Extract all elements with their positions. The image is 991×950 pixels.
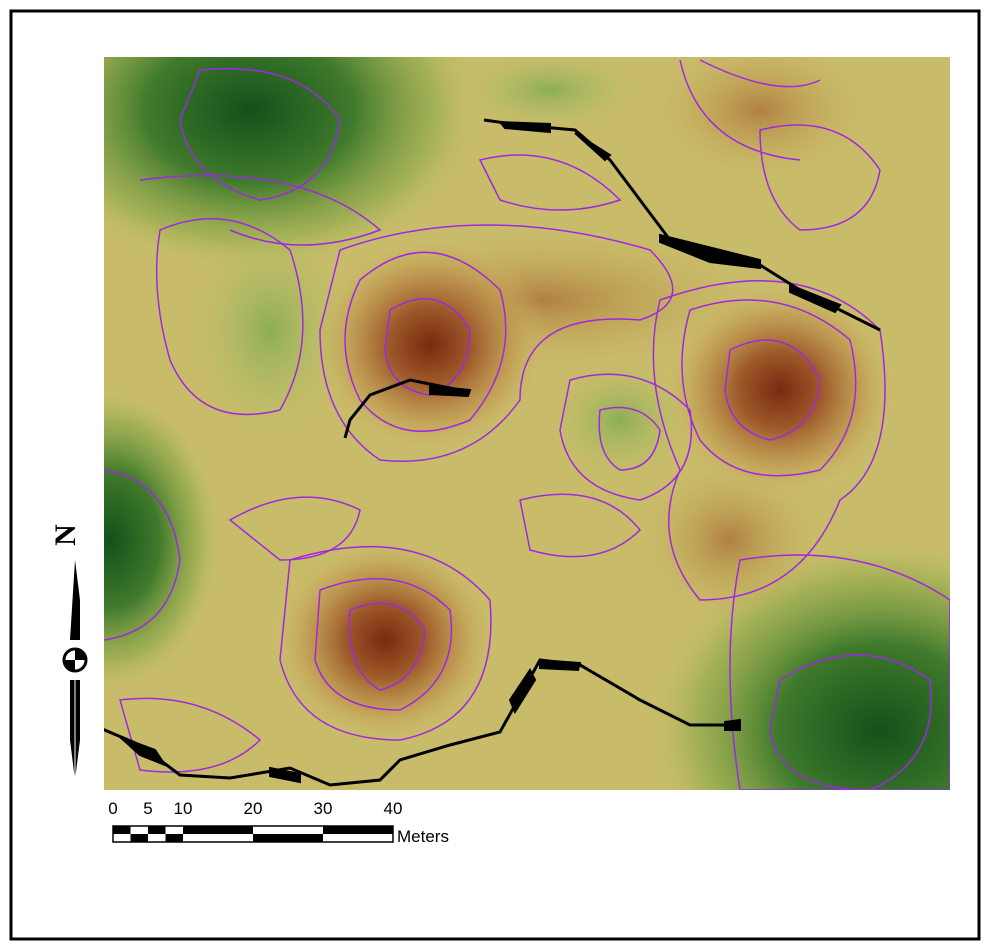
- scale-segment: [113, 826, 131, 834]
- north-arrow: N: [49, 524, 86, 780]
- scale-segment: [131, 834, 149, 842]
- scale-tick-label: 40: [384, 799, 403, 818]
- scale-segment: [183, 826, 253, 834]
- map-page: N 0 5 10 20 30 40 Meters: [0, 0, 991, 950]
- scale-tick-label: 10: [174, 799, 193, 818]
- scale-tick-label: 30: [314, 799, 333, 818]
- terrain-map: [0, 0, 991, 920]
- scale-segment: [148, 826, 166, 834]
- north-label: N: [49, 524, 82, 546]
- scale-tick-label: 5: [143, 799, 152, 818]
- scale-tick-label: 0: [108, 799, 117, 818]
- scale-unit: Meters: [397, 827, 449, 846]
- scale-segment: [323, 826, 393, 834]
- scale-segment: [166, 834, 184, 842]
- scale-tick-label: 20: [244, 799, 263, 818]
- scale-bar: 0 5 10 20 30 40 Meters: [108, 799, 449, 846]
- scale-segment: [253, 834, 323, 842]
